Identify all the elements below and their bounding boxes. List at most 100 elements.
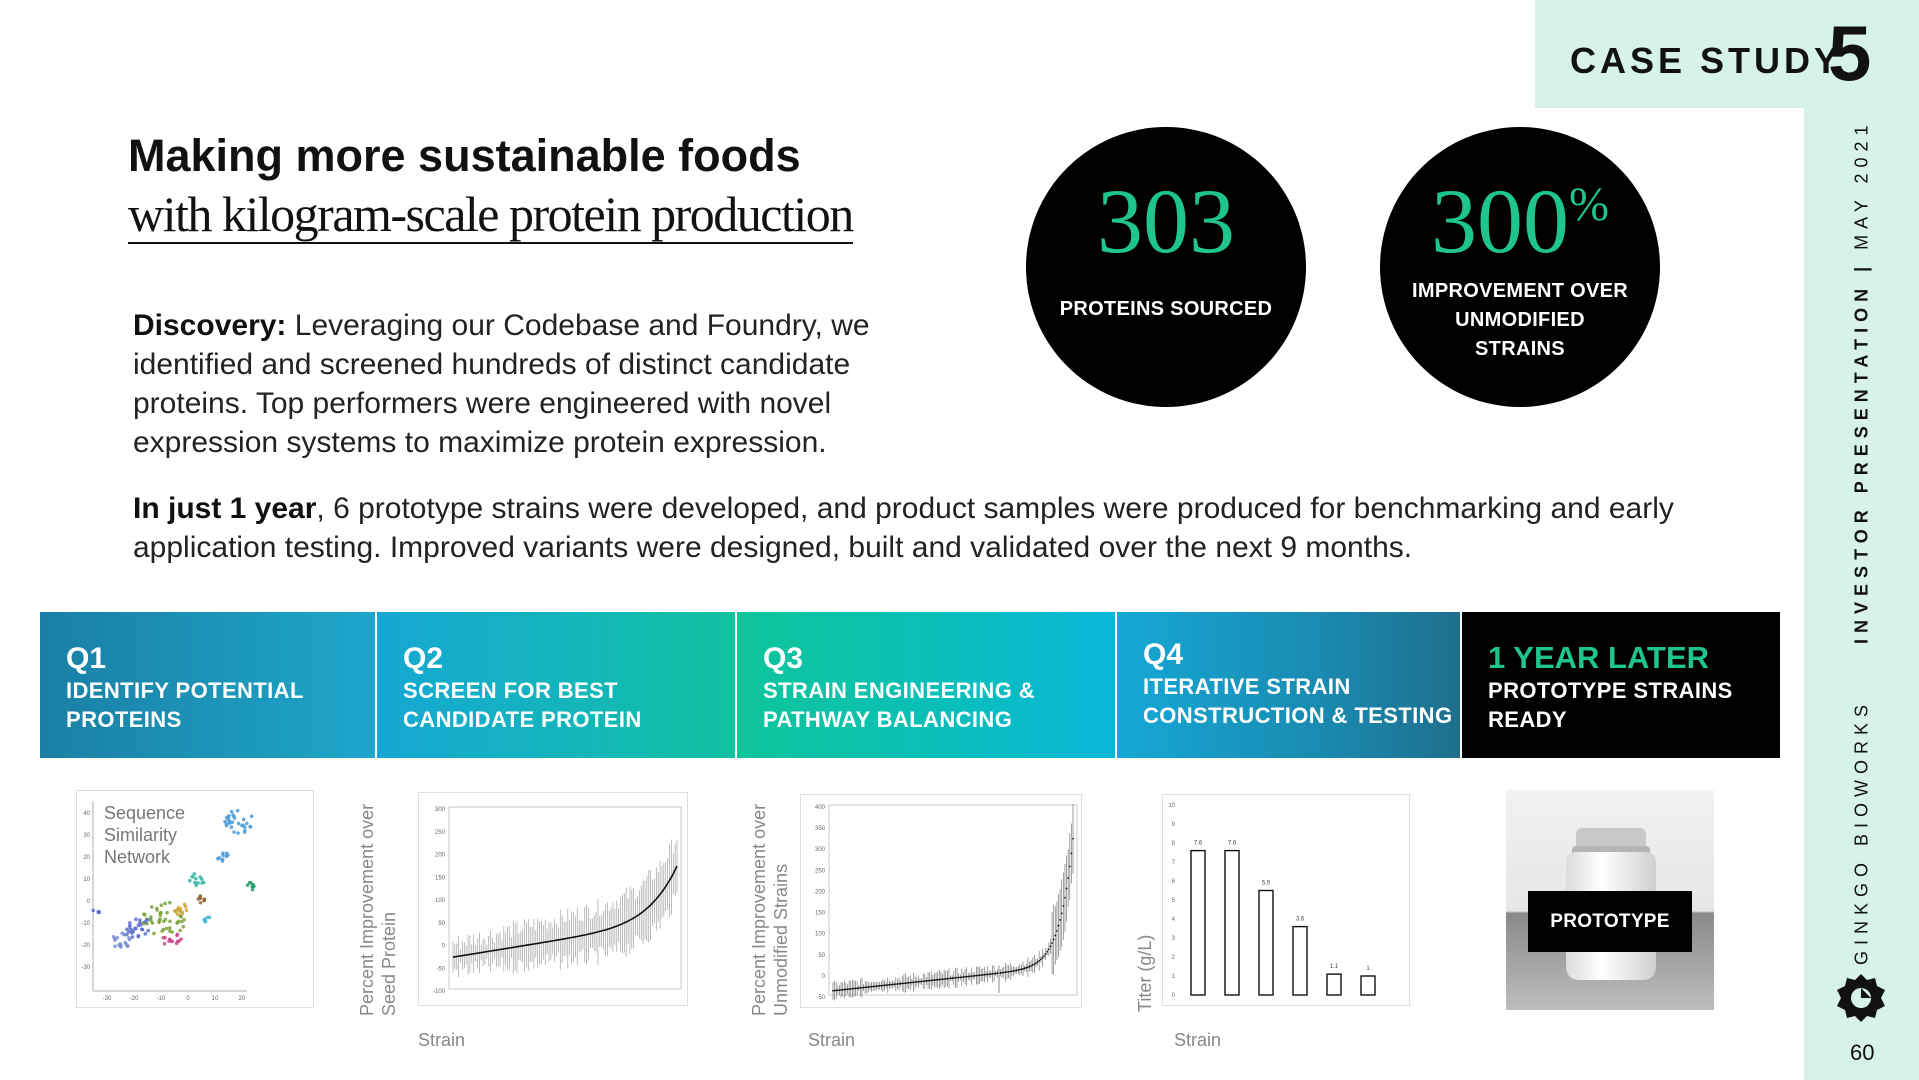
chart3-point [867, 986, 870, 988]
ssn-point [127, 937, 132, 942]
ssn-point [229, 825, 234, 829]
chart3-point [864, 986, 867, 989]
chart3-point [1012, 970, 1015, 972]
chart3-point [970, 975, 973, 978]
case-study-label: CASE STUDY [1570, 40, 1843, 81]
seed-protein-chart-svg: 300 250 200 150 100 50 0 -50 -100 [433, 806, 682, 995]
rail-separator: | [1851, 260, 1872, 272]
chart3-point [1041, 956, 1044, 959]
chart3-point [940, 978, 942, 981]
chart3-point [832, 989, 834, 992]
chart3-point [911, 981, 913, 984]
step-subtitle: STRAIN ENGINEERING & PATHWAY BALANCING [763, 678, 1036, 732]
ssn-point [240, 823, 244, 828]
ssn-point [226, 853, 230, 857]
chart3-point [1025, 966, 1028, 969]
chart3-point [996, 972, 999, 975]
chart3-point [1023, 967, 1026, 970]
chart3-point [1055, 929, 1058, 932]
ssn-point [159, 903, 164, 908]
ssn-point [205, 915, 210, 920]
chart3-point [986, 973, 989, 976]
stat-value: 303 [1097, 170, 1235, 272]
chart3-point [1039, 958, 1042, 961]
titer-data-label: 7.6 [1228, 841, 1237, 847]
chart3-point [964, 975, 966, 978]
ssn-point [168, 900, 172, 905]
ssn-point [125, 927, 129, 932]
page-subtitle: with kilogram-scale protein production [128, 186, 854, 244]
ssn-point [148, 917, 153, 921]
chart3-point [993, 972, 995, 975]
ssn-point [168, 919, 172, 924]
chart3-point [909, 981, 912, 984]
ssn-point [150, 921, 155, 925]
tick-label: 1 [1172, 974, 1176, 980]
ssn-point [235, 808, 240, 813]
chart3-point [840, 989, 842, 991]
chart3-point [975, 974, 978, 977]
tick-label: 4 [1172, 917, 1176, 923]
chart3-point [1001, 971, 1004, 974]
timeline-step-q4: Q4 ITERATIVE STRAIN CONSTRUCTION & TESTI… [1115, 612, 1460, 758]
timeline-lead: In just 1 year [133, 492, 317, 525]
step-title: Q1 [66, 642, 107, 675]
ssn-point [242, 825, 247, 829]
chart2-xlabel: Strain [418, 1030, 466, 1050]
ssn-point [200, 881, 204, 885]
chart3-point [1028, 965, 1031, 968]
tick-label: -50 [436, 966, 445, 972]
chart3-point [927, 979, 929, 982]
ssn-point [145, 918, 150, 922]
stat-improvement: 300% IMPROVEMENT OVER UNMODIFIED STRAINS [1380, 127, 1660, 407]
chart3-point [1022, 967, 1024, 970]
ssn-point [231, 813, 235, 817]
chart3-point [946, 977, 949, 980]
chart3-point [878, 984, 881, 987]
chart3-point [899, 982, 902, 985]
ssn-point [162, 941, 167, 946]
chart2-series-line [452, 865, 678, 958]
chart3-point [902, 982, 905, 985]
ssn-point [175, 912, 180, 916]
chart3-point [844, 988, 847, 991]
chart3-point [865, 986, 868, 989]
stat-value-number: 300 [1431, 170, 1569, 272]
chart3-point [833, 989, 836, 992]
chart3-point [969, 975, 971, 978]
chart3-point [1038, 959, 1041, 962]
chart3-point [898, 982, 900, 985]
chart3-point [835, 989, 838, 992]
tick-label: 40 [83, 811, 90, 817]
ssn-point [181, 924, 186, 929]
ssn-point [194, 876, 198, 881]
timeline-band: Q1 IDENTIFY POTENTIAL PROTEINS Q2 SCREEN… [40, 612, 1780, 758]
chart3-point [957, 976, 960, 979]
chart3-point [920, 980, 923, 983]
chart3-point [931, 979, 934, 982]
chart3-point [1044, 953, 1047, 955]
chart3-ylabel: Percent Improvement over Unmodified Stra… [749, 803, 791, 1016]
ssn-point [123, 940, 128, 945]
chart3-point [856, 987, 859, 990]
page-number: 60 [1850, 1040, 1875, 1065]
chart3-point [901, 982, 904, 985]
tick-label: 0 [1172, 993, 1176, 999]
chart3-point [1030, 964, 1033, 967]
tick-label: 250 [435, 830, 446, 836]
chart3-point [904, 982, 907, 985]
chart3-point [960, 976, 963, 979]
tick-label: 200 [435, 853, 446, 859]
rail-caption: GINKGO BIOWORKS INVESTOR PRESENTATION | … [1851, 119, 1873, 965]
chart3-point [943, 978, 946, 980]
chart3-point [972, 975, 975, 977]
chart3-point [936, 978, 939, 981]
ssn-point [175, 933, 179, 938]
chart3-point [973, 974, 976, 977]
ssn-point [226, 817, 231, 821]
case-study-number: 5 [1828, 9, 1872, 97]
ssn-point [97, 910, 101, 915]
titer-data-label: 3.6 [1296, 917, 1305, 923]
step-title: Q2 [403, 642, 444, 675]
chart3-point [875, 985, 878, 988]
